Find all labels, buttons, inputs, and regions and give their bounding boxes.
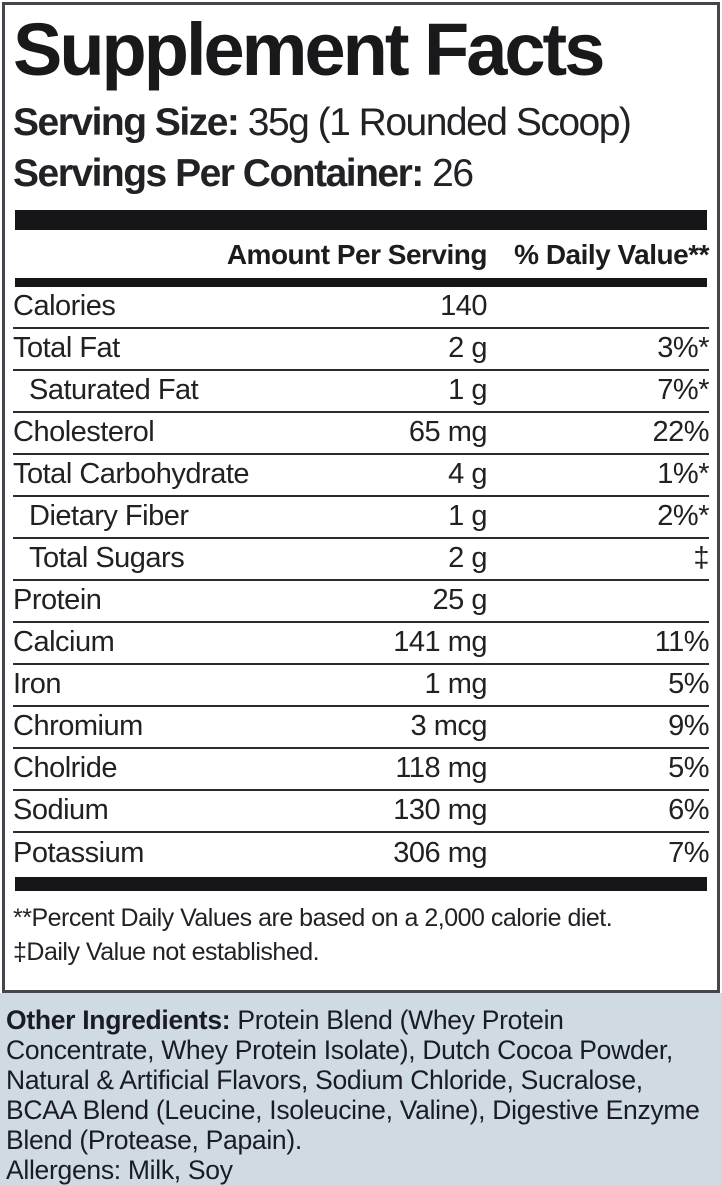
nutrient-daily-value: 7%	[668, 837, 709, 870]
nutrient-label: Calcium	[13, 626, 115, 659]
nutrient-label: Protein	[13, 584, 102, 617]
other-ingredients-paragraph: Other Ingredients: Protein Blend (Whey P…	[6, 1005, 712, 1155]
table-row: Protein 25 g	[13, 581, 709, 623]
nutrient-amount: 306 mg	[393, 837, 487, 870]
nutrient-daily-value: 2%*	[657, 500, 709, 533]
nutrient-label: Potassium	[13, 837, 144, 870]
nutrient-amount: 1 mg	[424, 668, 488, 701]
daily-value-header: % Daily Value**	[514, 238, 709, 270]
divider-medium-header	[15, 277, 707, 287]
nutrient-label: Total Sugars	[29, 542, 185, 575]
nutrient-daily-value: 9%	[668, 710, 709, 743]
table-row: Calories 140	[13, 287, 709, 329]
nutrient-amount: 3 mcg	[410, 710, 488, 743]
servings-per-container-line: Servings Per Container: 26	[13, 148, 709, 199]
nutrient-label: Dietary Fiber	[29, 500, 189, 533]
table-row: Calcium 141 mg 11%	[13, 623, 710, 665]
table-row: Potassium 306 mg 7%	[13, 833, 710, 875]
table-row: Total Sugars 2 g ‡	[13, 539, 710, 581]
divider-thick-bottom	[15, 876, 707, 891]
nutrient-daily-value: 22%	[652, 416, 709, 449]
footnotes: **Percent Daily Values are based on a 2,…	[13, 899, 709, 979]
nutrient-daily-value: 5%	[668, 752, 709, 785]
nutrient-label: Sodium	[13, 794, 109, 827]
nutrient-label: Saturated Fat	[29, 374, 199, 407]
nutrient-label: Cholesterol	[13, 416, 155, 449]
supplement-facts-panel: Supplement Facts Serving Size: 35g (1 Ro…	[2, 2, 720, 993]
nutrient-daily-value: 6%	[668, 794, 709, 827]
panel-title: Supplement Facts	[13, 8, 605, 91]
serving-size-value: 35g (1 Rounded Scoop)	[238, 101, 632, 144]
table-row: Chromium 3 mcg 9%	[13, 707, 710, 749]
nutrient-amount: 2 g	[448, 332, 487, 365]
nutrient-amount: 141 mg	[393, 626, 487, 659]
table-column-header: Amount Per Serving % Daily Value**	[13, 230, 710, 278]
nutrient-amount: 25 g	[432, 584, 488, 617]
nutrient-amount: 4 g	[448, 458, 487, 491]
nutrient-table: Calories 140 Total Fat 2 g 3%* Saturated…	[13, 287, 710, 875]
nutrient-label: Chromium	[13, 710, 143, 743]
nutrient-amount: 118 mg	[395, 752, 487, 785]
nutrient-amount: 130 mg	[393, 794, 487, 827]
table-row: Cholesterol 65 mg 22%	[13, 413, 710, 455]
footnote-not-established: ‡Daily Value not established.	[13, 937, 320, 966]
nutrient-amount: 65 mg	[408, 416, 488, 449]
table-row: Total Carbohydrate 4 g 1%*	[13, 455, 710, 497]
nutrient-amount: 2 g	[448, 542, 487, 575]
nutrient-label: Cholride	[13, 752, 118, 785]
allergens-line: Allergens: Milk, Soy	[6, 1155, 233, 1185]
nutrient-amount: 140	[440, 290, 487, 323]
other-ingredients-panel: Other Ingredients: Protein Blend (Whey P…	[0, 993, 722, 1185]
nutrient-daily-value: 3%*	[657, 332, 709, 365]
servings-per-container-label: Servings Per Container:	[13, 152, 424, 196]
nutrient-daily-value: ‡	[693, 542, 709, 575]
nutrient-amount: 1 g	[448, 374, 487, 407]
footnote-daily-values: **Percent Daily Values are based on a 2,…	[13, 903, 613, 932]
nutrient-amount: 1 g	[448, 500, 487, 533]
table-row: Dietary Fiber 1 g 2%*	[13, 497, 710, 539]
nutrient-daily-value: 7%*	[657, 374, 709, 407]
divider-thick-top	[15, 209, 707, 230]
nutrient-daily-value: 1%*	[657, 458, 709, 491]
nutrient-label: Total Fat	[13, 332, 120, 365]
nutrient-label: Calories	[13, 290, 116, 323]
serving-size-line: Serving Size: 35g (1 Rounded Scoop)	[13, 97, 709, 148]
table-row: Sodium 130 mg 6%	[13, 791, 710, 833]
amount-per-serving-header: Amount Per Serving	[226, 238, 488, 270]
table-row: Total Fat 2 g 3%*	[13, 329, 710, 371]
nutrient-label: Total Carbohydrate	[13, 458, 250, 491]
nutrient-daily-value: 11%	[654, 626, 710, 659]
servings-per-container-value: 26	[422, 152, 474, 196]
nutrient-daily-value: 5%	[668, 668, 709, 701]
nutrient-label: Iron	[13, 668, 61, 701]
table-row: Iron 1 mg 5%	[13, 665, 710, 707]
other-ingredients-label: Other Ingredients:	[6, 1005, 231, 1035]
serving-size-label: Serving Size:	[13, 101, 240, 144]
table-row: Cholride 118 mg 5%	[13, 749, 710, 791]
other-ingredients-text: Protein Blend (Whey Protein Concentrate,…	[6, 1005, 700, 1155]
table-row: Saturated Fat 1 g 7%*	[13, 371, 710, 413]
